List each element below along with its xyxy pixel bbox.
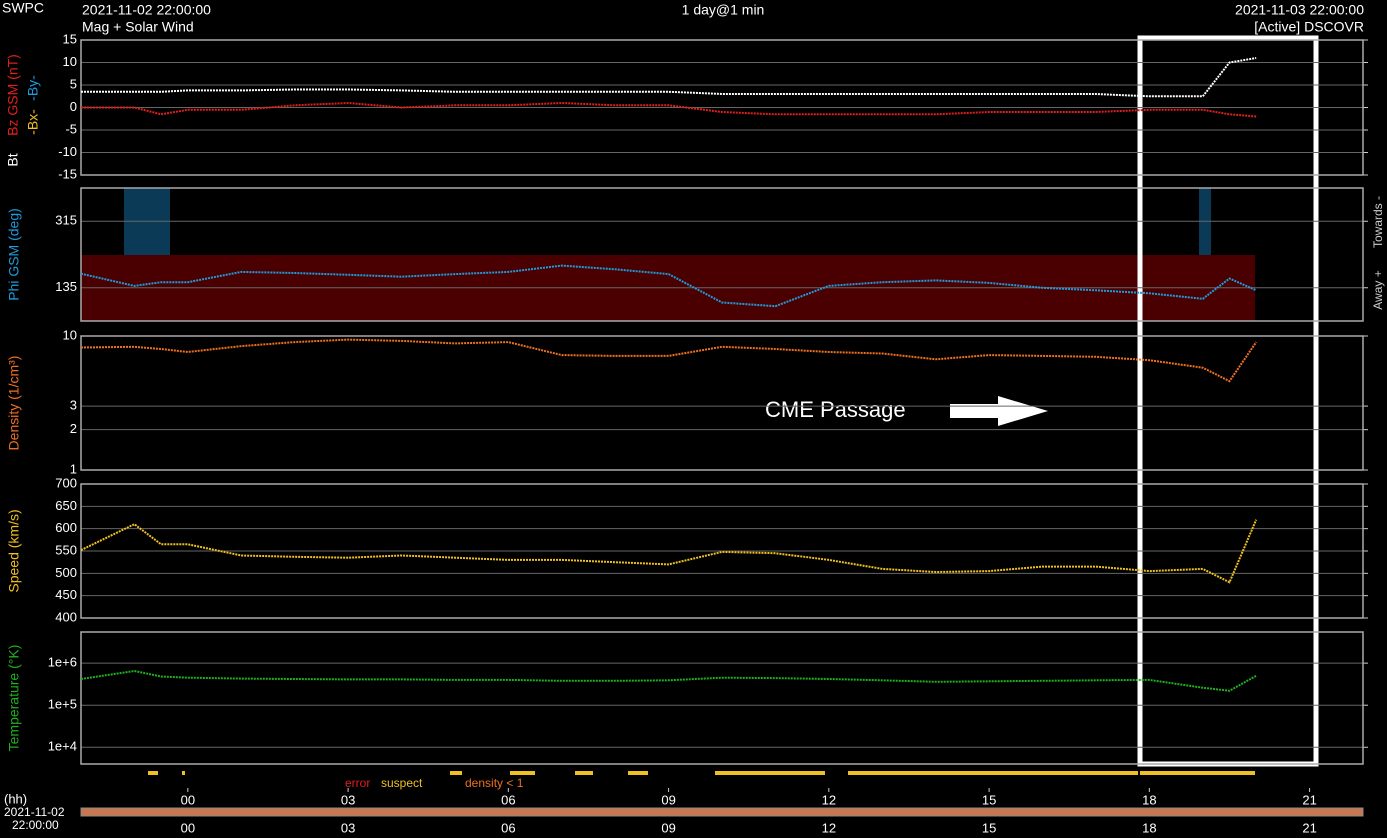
legend-suspect: suspect	[381, 776, 423, 790]
y-tick-label: 550	[55, 542, 77, 557]
y-axis-label: Density (1/cm³)	[6, 356, 22, 451]
y-tick-label: 1e+4	[48, 739, 77, 754]
x-tick-label: 12	[822, 820, 836, 835]
arrow	[950, 396, 1048, 426]
y-axis-label-part: Bt	[5, 153, 21, 166]
series-line	[81, 519, 1258, 584]
series-line	[81, 338, 1258, 383]
time-clock: 22:00:00	[12, 818, 59, 832]
y-tick-label: 10	[63, 54, 77, 69]
y-tick-label: 10	[63, 327, 77, 342]
y-tick-label: 3	[70, 398, 77, 413]
x-tick-label: 15	[982, 792, 996, 807]
start-time: 2021-11-02 22:00:00	[82, 2, 211, 18]
y-tick-label: 135	[55, 279, 77, 294]
y-axis-label-part: -By-	[25, 75, 41, 101]
x-tick-label: 09	[661, 792, 675, 807]
y-tick-label: -10	[58, 144, 77, 159]
x-tick-label: 06	[501, 792, 515, 807]
subtitle: Mag + Solar Wind	[82, 19, 194, 35]
side-label: Away +	[1371, 270, 1385, 309]
y-tick-label: 1e+6	[48, 655, 77, 670]
x-tick-label: 00	[181, 820, 195, 835]
x-tick-label: 06	[501, 820, 515, 835]
y-tick-label: 5	[70, 76, 77, 91]
y-tick-label: 315	[55, 213, 77, 228]
y-tick-label: 650	[55, 498, 77, 513]
y-tick-label: 450	[55, 587, 77, 602]
y-axis-label: Temperature (°K)	[6, 645, 22, 752]
highlight-box	[1137, 35, 1319, 767]
legend-density: density < 1	[465, 776, 524, 790]
y-tick-label: 400	[55, 609, 77, 624]
y-axis-label-part: Bz GSM (nT)	[5, 54, 21, 136]
x-tick-label: 12	[822, 792, 836, 807]
quality-flags	[148, 771, 1255, 775]
series-line	[81, 57, 1257, 98]
end-time: 2021-11-03 22:00:00	[1235, 2, 1364, 18]
series-line	[81, 101, 1257, 118]
y-tick-label: 700	[55, 475, 77, 490]
y-axis-label: Speed (km/s)	[6, 509, 22, 592]
time-unit: (hh)	[4, 791, 27, 806]
legend-error: error	[345, 776, 370, 790]
source: [Active] DSCOVR	[1254, 19, 1364, 35]
y-tick-label: 600	[55, 520, 77, 535]
x-tick-label: 03	[341, 820, 355, 835]
series-line	[81, 669, 1257, 692]
y-tick-label: 0	[70, 99, 77, 114]
span: 1 day@1 min	[682, 2, 765, 18]
y-axis-label: Phi GSM (deg)	[6, 208, 22, 301]
y-tick-label: -5	[65, 121, 77, 136]
side-label: Towards -	[1371, 196, 1385, 248]
x-tick-label: 18	[1142, 820, 1156, 835]
y-tick-label: 2	[70, 421, 77, 436]
y-tick-label: 500	[55, 565, 77, 580]
panel-frame	[80, 483, 1364, 619]
y-tick-label: 1	[70, 461, 77, 476]
panel-frame	[80, 187, 1364, 322]
x-tick-label: 21	[1302, 792, 1316, 807]
annotation: CME Passage	[765, 397, 906, 422]
time-date: 2021-11-02	[4, 805, 65, 819]
x-tick-label: 21	[1302, 820, 1316, 835]
panel-frame	[80, 631, 1364, 765]
x-tick-label: 09	[661, 820, 675, 835]
panel-frame	[80, 335, 1364, 471]
time-bar	[80, 807, 1364, 817]
y-tick-label: 15	[63, 31, 77, 46]
x-tick-label: 18	[1142, 792, 1156, 807]
series-line	[81, 264, 1257, 308]
y-tick-label: 1e+5	[48, 697, 77, 712]
agency: SWPC	[2, 0, 44, 16]
x-tick-label: 00	[181, 792, 195, 807]
x-tick-label: 03	[341, 792, 355, 807]
y-tick-label: -15	[58, 166, 77, 181]
y-axis-label-part: -Bx-	[25, 109, 41, 135]
x-tick-label: 15	[982, 820, 996, 835]
